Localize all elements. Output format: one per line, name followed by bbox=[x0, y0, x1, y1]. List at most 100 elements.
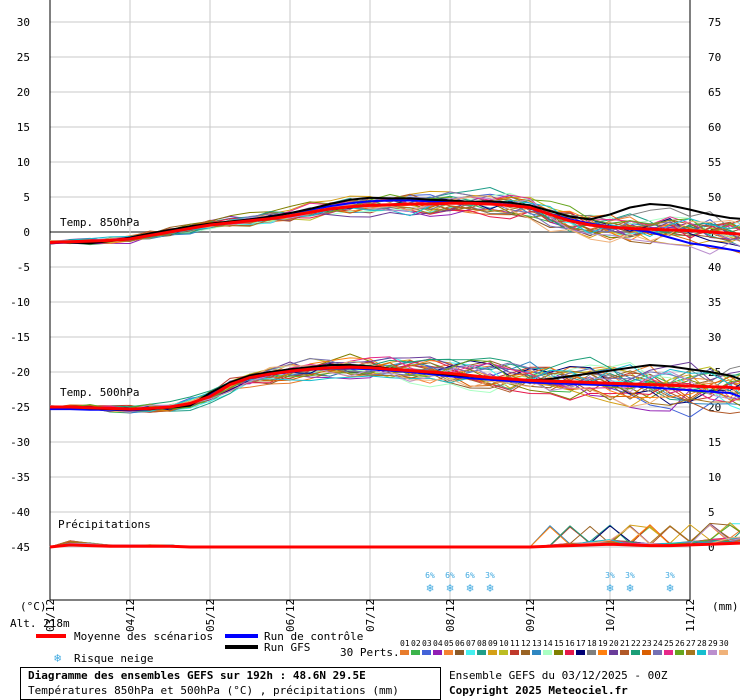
perturbation-number: 02 bbox=[411, 639, 421, 648]
perturbation-number: 27 bbox=[686, 639, 696, 648]
x-tick-label: 08/12 bbox=[444, 599, 457, 632]
legend-control-swatch bbox=[225, 634, 258, 638]
x-tick-label: 04/12 bbox=[124, 599, 137, 632]
y-left-tick: -20 bbox=[10, 366, 30, 379]
mean-line-precip bbox=[49, 541, 740, 549]
y-right-tick: 55 bbox=[708, 156, 721, 169]
y-left-tick: 5 bbox=[23, 191, 30, 204]
legend-gfs-label: Run GFS bbox=[264, 641, 311, 654]
perturbation-number: 05 bbox=[444, 639, 454, 648]
y-right-tick: 70 bbox=[708, 51, 721, 64]
y-right-tick: 10 bbox=[708, 471, 721, 484]
snow-risk-icon: ❄ bbox=[446, 581, 453, 595]
perturbation-swatch bbox=[598, 650, 607, 655]
x-tick-label: 03/12 bbox=[44, 599, 57, 632]
snow-risk-icon: ❄ bbox=[626, 581, 633, 595]
perturbation-swatch bbox=[587, 650, 596, 655]
y-right-tick: 35 bbox=[708, 296, 721, 309]
member-line-t850 bbox=[49, 191, 740, 243]
y-left-tick: -45 bbox=[10, 541, 30, 554]
perturbation-number: 11 bbox=[510, 639, 520, 648]
label-t850: Temp. 850hPa bbox=[60, 216, 139, 229]
y-right-tick: 75 bbox=[708, 16, 721, 29]
perturbation-swatch bbox=[675, 650, 684, 655]
snow-risk-pct: 6% bbox=[465, 571, 475, 580]
x-tick-label: 05/12 bbox=[204, 599, 217, 632]
y-left-tick: 15 bbox=[17, 121, 30, 134]
x-tick-label: 09/12 bbox=[524, 599, 537, 632]
copyright: Copyright 2025 Meteociel.fr bbox=[449, 684, 628, 697]
perturbation-swatch bbox=[576, 650, 585, 655]
y-right-tick: 5 bbox=[708, 506, 715, 519]
perturbation-swatch bbox=[488, 650, 497, 655]
perturbation-number: 24 bbox=[653, 639, 663, 648]
perturbation-number: 19 bbox=[598, 639, 608, 648]
y-left-tick: -5 bbox=[17, 261, 30, 274]
perturbation-swatch bbox=[411, 650, 420, 655]
perturbation-swatch bbox=[499, 650, 508, 655]
chart-subtitle: Températures 850hPa et 500hPa (°C) , pré… bbox=[28, 684, 399, 697]
y-right-tick: 15 bbox=[708, 436, 721, 449]
perturbation-swatch bbox=[631, 650, 640, 655]
y-left-tick: 30 bbox=[17, 16, 30, 29]
member-line-t850 bbox=[49, 195, 740, 244]
perturbation-swatch bbox=[477, 650, 486, 655]
perturbation-number: 13 bbox=[532, 639, 542, 648]
perturbation-number: 10 bbox=[499, 639, 509, 648]
x-tick-label: 07/12 bbox=[364, 599, 377, 632]
perturbation-number: 08 bbox=[477, 639, 487, 648]
perturbation-swatch bbox=[708, 650, 717, 655]
y-left-tick: -30 bbox=[10, 436, 30, 449]
gfs-line-t500 bbox=[50, 364, 740, 411]
chart-title: Diagramme des ensembles GEFS sur 192h : … bbox=[28, 669, 366, 682]
y-left-unit: (°C) bbox=[20, 600, 47, 613]
perturbation-number: 23 bbox=[642, 639, 652, 648]
perturbation-swatch bbox=[422, 650, 431, 655]
perturbation-number: 03 bbox=[422, 639, 432, 648]
perturbation-number: 25 bbox=[664, 639, 674, 648]
gfs-line-t850 bbox=[50, 196, 740, 245]
y-right-unit: (mm) bbox=[712, 600, 739, 613]
snow-risk-icon: ❄ bbox=[606, 581, 613, 595]
perturbation-number: 06 bbox=[455, 639, 465, 648]
snowflake-icon: ❄ bbox=[54, 651, 62, 665]
altitude-label: Alt. 218m bbox=[10, 617, 70, 630]
legend-mean-label: Moyenne des scénarios bbox=[74, 630, 214, 643]
perturbation-number: 07 bbox=[466, 639, 476, 648]
perturbation-swatch bbox=[664, 650, 673, 655]
perturbation-swatch bbox=[620, 650, 629, 655]
snow-risk-icon: ❄ bbox=[426, 581, 433, 595]
member-line-t850 bbox=[49, 190, 740, 246]
perturbation-swatch bbox=[609, 650, 618, 655]
snow-risk-pct: 6% bbox=[445, 571, 455, 580]
perturbation-number: 29 bbox=[708, 639, 718, 648]
perturbation-number: 15 bbox=[554, 639, 564, 648]
perturbation-number: 14 bbox=[543, 639, 553, 648]
perturbation-swatch bbox=[510, 650, 519, 655]
y-left-tick: -15 bbox=[10, 331, 30, 344]
y-right-tick: 60 bbox=[708, 121, 721, 134]
perturbation-swatch bbox=[719, 650, 728, 655]
snow-risk-pct: 3% bbox=[485, 571, 495, 580]
perturbation-swatch bbox=[686, 650, 695, 655]
legend-control-label: Run de contrôle bbox=[264, 630, 364, 643]
snow-risk-pct: 6% bbox=[425, 571, 435, 580]
perturbation-swatch bbox=[543, 650, 552, 655]
legend-snow-label: Risque neige bbox=[74, 652, 154, 665]
legend-mean-swatch bbox=[36, 634, 66, 638]
perturbation-number: 18 bbox=[587, 639, 597, 648]
perturbation-swatch bbox=[400, 650, 409, 655]
snow-risk-icon: ❄ bbox=[466, 581, 473, 595]
x-tick-label: 10/12 bbox=[604, 599, 617, 632]
snow-risk-pct: 3% bbox=[605, 571, 615, 580]
perturbation-swatch bbox=[433, 650, 442, 655]
x-tick-label: 11/12 bbox=[684, 599, 697, 632]
legend-gfs-swatch bbox=[225, 645, 258, 649]
snow-risk-icon: ❄ bbox=[486, 581, 493, 595]
y-left-tick: -40 bbox=[10, 506, 30, 519]
y-left-tick: 25 bbox=[17, 51, 30, 64]
member-line-t850 bbox=[49, 198, 740, 245]
y-right-tick: 40 bbox=[708, 261, 721, 274]
perturbation-swatch bbox=[444, 650, 453, 655]
perturbation-number: 09 bbox=[488, 639, 498, 648]
